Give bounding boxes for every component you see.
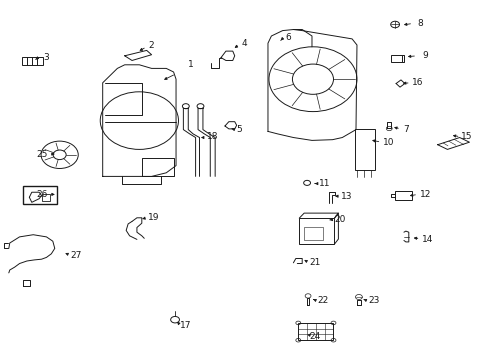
- Bar: [304, 227, 322, 240]
- Text: 15: 15: [460, 132, 472, 141]
- Text: 13: 13: [341, 192, 352, 201]
- Text: 7: 7: [402, 125, 408, 134]
- Text: 24: 24: [309, 332, 321, 341]
- Text: 5: 5: [236, 125, 242, 134]
- Text: 12: 12: [419, 190, 430, 199]
- Bar: [22, 57, 42, 65]
- Text: 3: 3: [43, 53, 49, 62]
- Text: 21: 21: [309, 258, 321, 267]
- Text: 16: 16: [411, 78, 423, 87]
- Text: 26: 26: [36, 190, 47, 199]
- Text: 25: 25: [36, 150, 47, 159]
- Text: 14: 14: [421, 235, 433, 244]
- Text: 10: 10: [382, 138, 394, 147]
- Text: 2: 2: [148, 40, 154, 49]
- Text: 9: 9: [422, 51, 427, 60]
- Bar: [42, 194, 50, 201]
- Text: 22: 22: [316, 296, 328, 305]
- Bar: [390, 55, 401, 62]
- Text: 27: 27: [70, 251, 81, 260]
- Text: 8: 8: [417, 19, 423, 28]
- Bar: [354, 129, 374, 170]
- Bar: [23, 186, 57, 204]
- Text: 20: 20: [333, 215, 345, 224]
- Text: 17: 17: [180, 321, 191, 330]
- Text: 4: 4: [241, 39, 247, 48]
- Text: 1: 1: [187, 60, 193, 69]
- Text: 6: 6: [285, 33, 291, 42]
- Bar: [299, 218, 334, 244]
- Bar: [394, 191, 411, 200]
- Text: 23: 23: [367, 296, 379, 305]
- Bar: [298, 323, 333, 340]
- Text: 19: 19: [148, 213, 160, 222]
- Text: 18: 18: [206, 132, 218, 141]
- Text: 11: 11: [319, 179, 330, 188]
